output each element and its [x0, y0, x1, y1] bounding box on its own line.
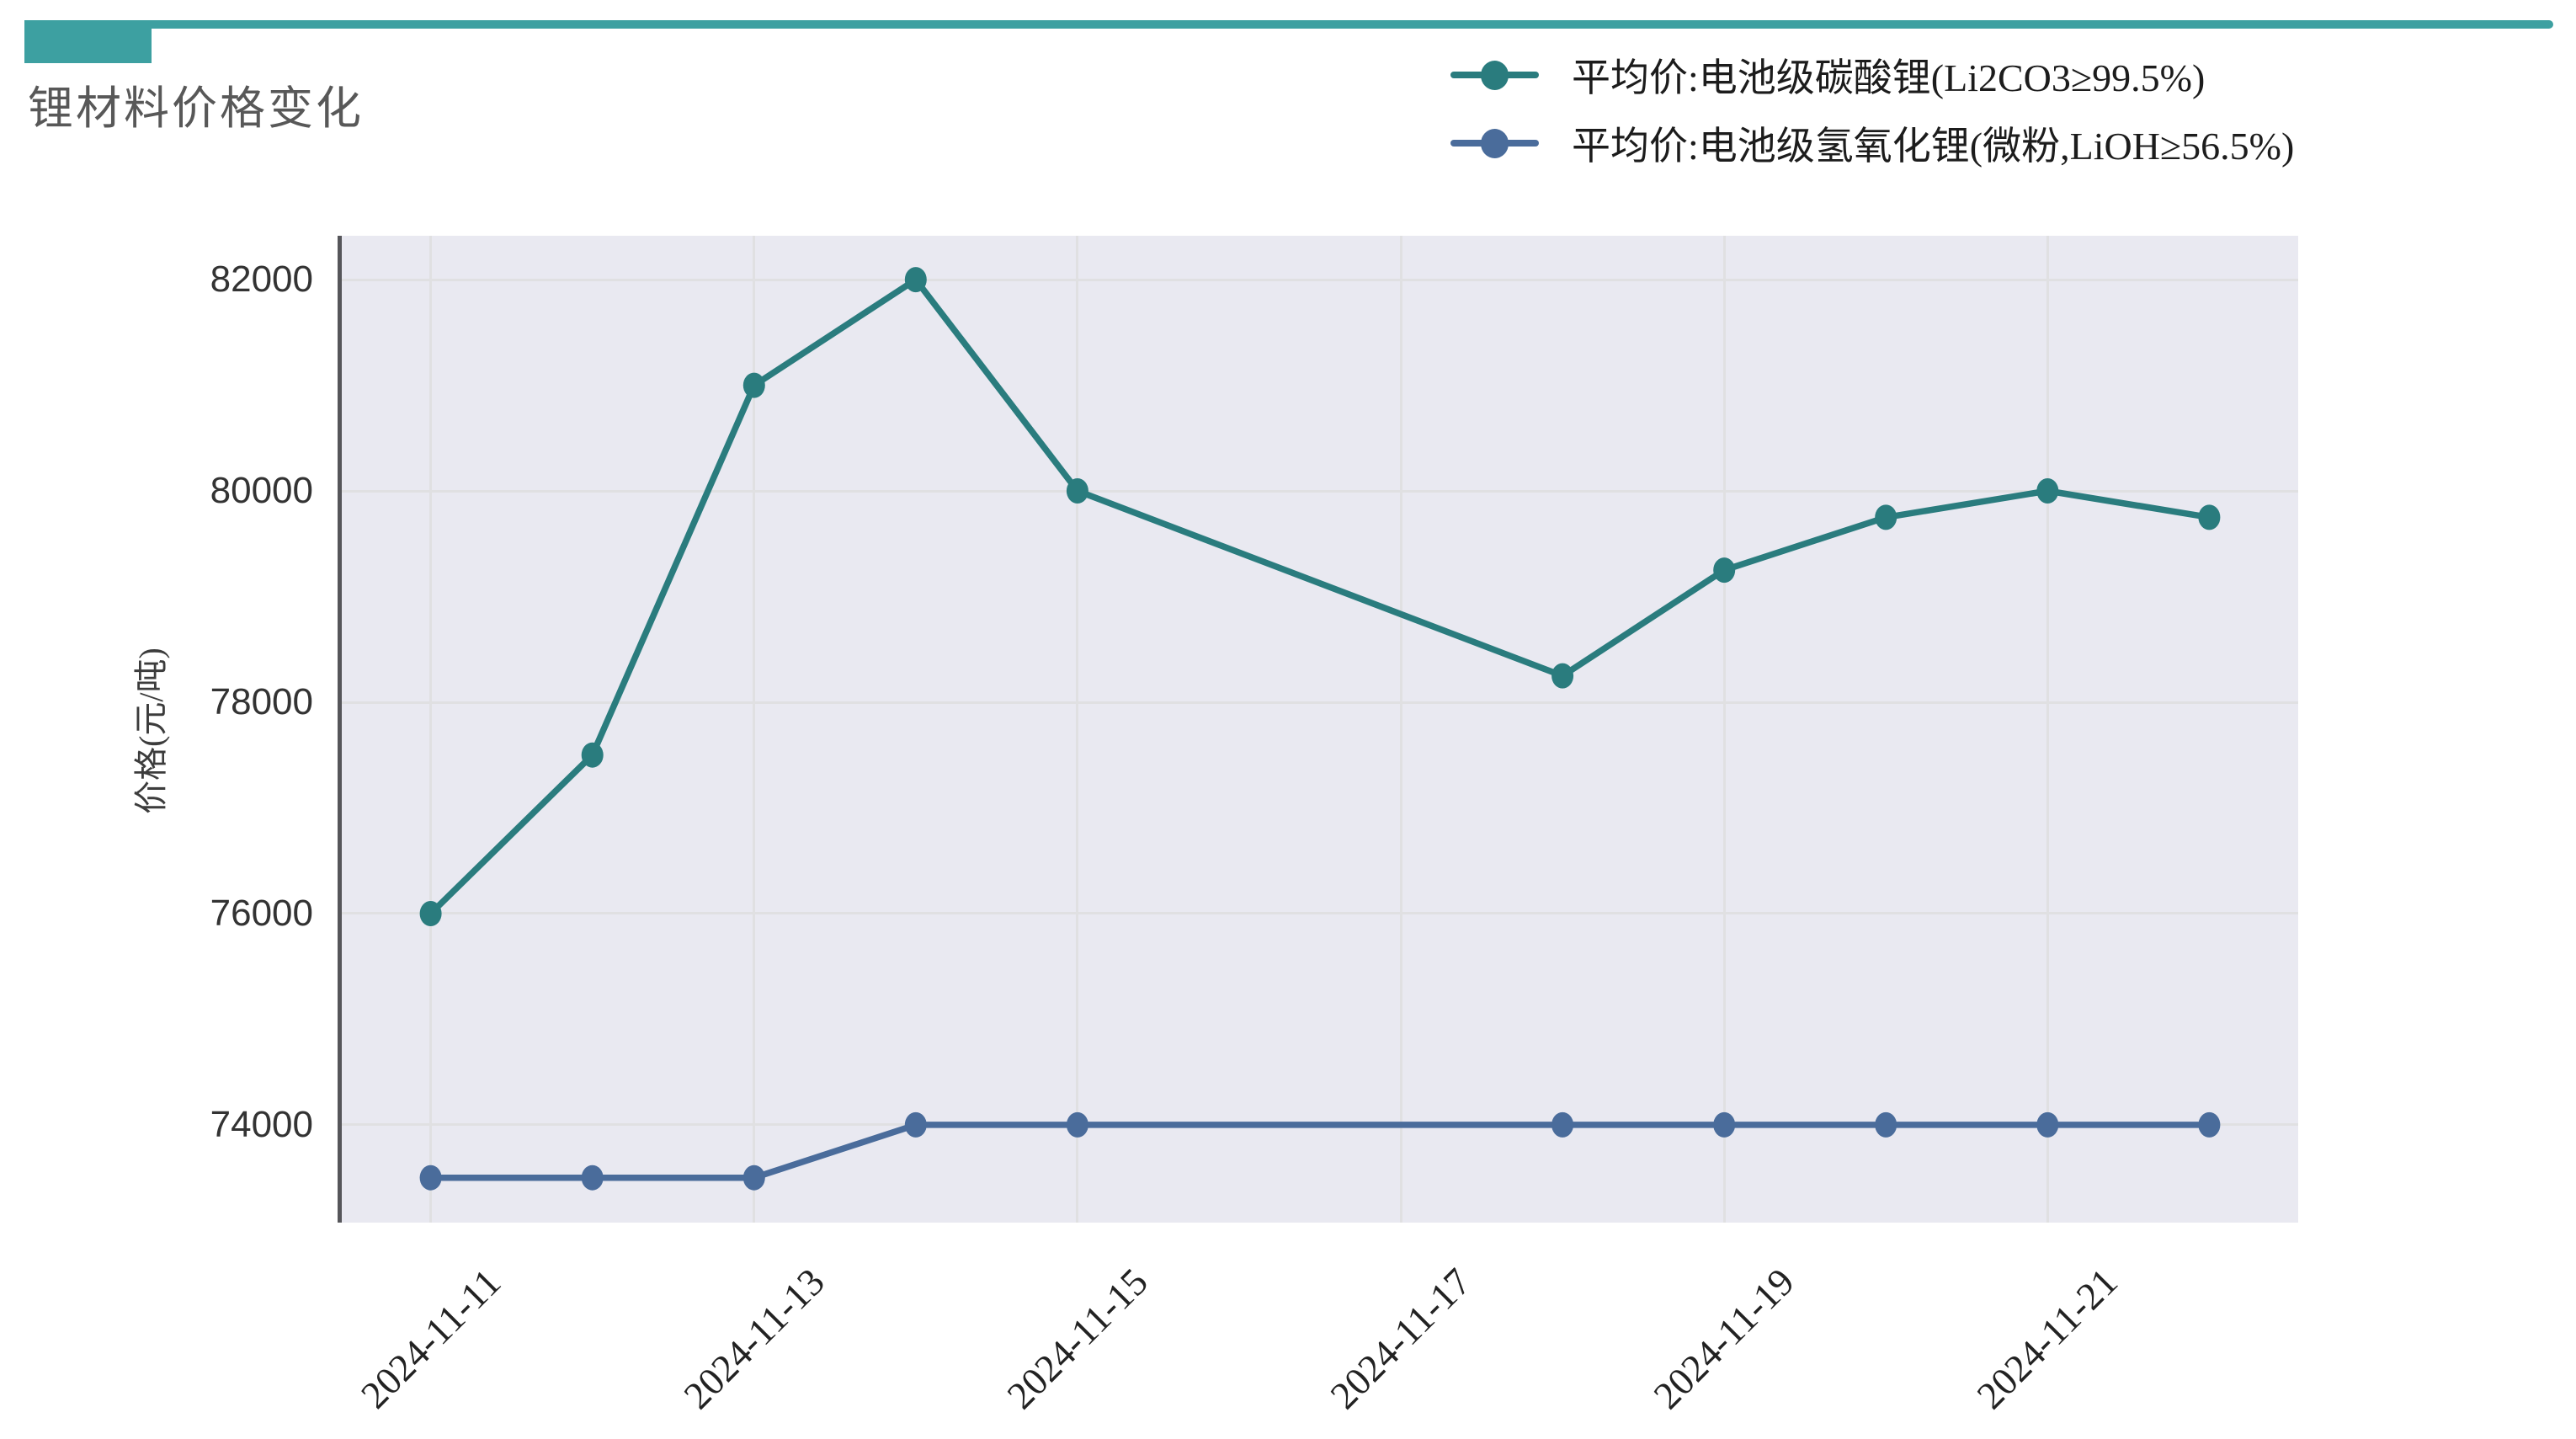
data-point-marker [419, 901, 442, 926]
data-point-marker [1066, 478, 1088, 504]
gridline-vertical [429, 236, 433, 1223]
gridline-vertical [1076, 236, 1079, 1223]
y-axis-spine [338, 236, 342, 1223]
y-tick-label: 74000 [210, 1103, 313, 1145]
data-point-marker [904, 1111, 927, 1138]
y-tick-label: 78000 [210, 681, 313, 722]
gridline-vertical [753, 236, 756, 1223]
gridline-vertical [2046, 236, 2049, 1223]
legend-item-li2co3: 平均价:电池级碳酸锂(Li2CO3≥99.5%) [1450, 50, 2205, 100]
data-point-marker [581, 742, 604, 768]
legend-line-dot-icon [1450, 50, 1539, 100]
y-axis-label: 价格(元/吨) [132, 648, 170, 814]
data-point-marker [742, 1165, 765, 1191]
legend-dot-swatch [1481, 61, 1509, 90]
data-point-marker [1875, 504, 1897, 530]
data-point-marker [1066, 1111, 1088, 1138]
x-tick-label: 2024-11-13 [675, 1260, 833, 1417]
data-point-marker [2198, 1111, 2221, 1138]
gridline-horizontal [342, 489, 2298, 493]
series-layer [419, 267, 2221, 1191]
data-point-marker [1875, 1111, 1897, 1138]
data-point-marker [904, 267, 927, 293]
data-point-marker [1713, 557, 1736, 584]
data-point-marker [2198, 504, 2221, 530]
legend-line-dot-icon [1450, 118, 1539, 168]
page-title: 锂材料价格变化 [28, 83, 364, 134]
gridline-vertical [1399, 236, 1402, 1223]
x-tick-label: 2024-11-17 [1322, 1260, 1479, 1417]
legend-dot-swatch [1481, 129, 1509, 158]
x-tick-label: 2024-11-11 [352, 1260, 508, 1417]
gridline-horizontal [342, 701, 2298, 704]
data-point-marker [1551, 663, 1574, 689]
gridline-vertical [1722, 236, 1726, 1223]
y-tick-label: 82000 [210, 258, 313, 301]
header-accent-bar [152, 20, 2553, 29]
legend-label: 平均价:电池级碳酸锂(Li2CO3≥99.5%) [1572, 56, 2206, 99]
header-accent-block [24, 20, 152, 63]
data-point-marker [581, 1165, 604, 1191]
x-tick-label: 2024-11-21 [1968, 1260, 2126, 1417]
data-point-marker [419, 1165, 442, 1191]
data-point-marker [1551, 1111, 1574, 1138]
gridline-horizontal [342, 278, 2298, 281]
data-point-marker [1713, 1111, 1736, 1138]
y-tick-label: 80000 [210, 470, 313, 512]
plot-area [342, 236, 2298, 1223]
legend-label: 平均价:电池级氢氧化锂(微粉,LiOH≥56.5%) [1572, 125, 2295, 168]
x-tick-label: 2024-11-19 [1645, 1260, 1803, 1417]
data-point-marker [2036, 1111, 2059, 1138]
series-line-0 [427, 276, 2213, 917]
data-point-marker [742, 372, 765, 398]
y-tick-label: 76000 [210, 892, 313, 934]
data-point-marker [2036, 478, 2059, 504]
legend-item-lioh: 平均价:电池级氢氧化锂(微粉,LiOH≥56.5%) [1450, 118, 2294, 168]
gridline-horizontal [342, 912, 2298, 915]
x-tick-label: 2024-11-15 [998, 1260, 1156, 1417]
series-line-1 [427, 1122, 2213, 1181]
